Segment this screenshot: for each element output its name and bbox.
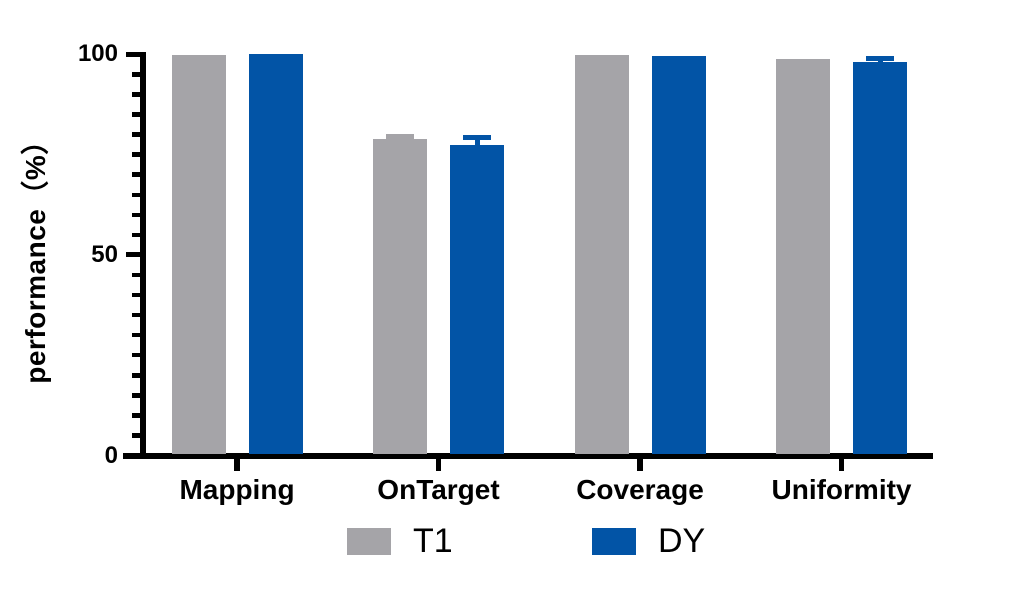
y-tick-label: 0 <box>104 441 118 469</box>
bar-t1-uniformity <box>776 58 830 454</box>
y-tick-label: 100 <box>77 40 118 68</box>
y-minor-tick <box>131 232 141 238</box>
legend-label-dy: DY <box>658 522 706 560</box>
y-minor-tick <box>131 312 141 318</box>
y-minor-tick <box>131 132 141 137</box>
y-minor-tick <box>131 433 141 438</box>
y-minor-tick <box>131 152 141 157</box>
y-minor-tick <box>131 72 141 77</box>
error-bar-cap-t1-ontarget <box>386 134 414 140</box>
error-bar-cap-dy-ontarget <box>463 134 491 140</box>
y-minor-tick <box>131 172 141 177</box>
legend-swatch-dy <box>592 527 636 555</box>
x-category-tick <box>435 458 442 471</box>
legend-label-t1: T1 <box>413 522 453 560</box>
error-bar-cap-dy-uniformity <box>866 55 894 61</box>
y-axis-line <box>140 51 146 459</box>
bar-t1-mapping <box>171 54 226 454</box>
y-minor-tick <box>131 373 141 378</box>
bar-dy-mapping <box>248 54 303 454</box>
y-major-tick <box>126 252 141 258</box>
y-minor-tick <box>131 352 141 358</box>
bar-dy-coverage <box>651 55 706 454</box>
x-category-label: Coverage <box>576 474 704 505</box>
x-category-tick <box>637 458 643 471</box>
legend-item-dy: DY <box>592 522 706 560</box>
y-tick-label: 50 <box>91 240 118 268</box>
y-minor-tick <box>131 192 141 198</box>
x-category-label: Uniformity <box>771 474 912 505</box>
y-minor-tick <box>131 413 141 418</box>
y-minor-tick <box>131 332 141 338</box>
y-major-tick <box>126 51 141 57</box>
y-minor-tick <box>131 212 141 218</box>
legend-swatch-t1 <box>347 527 391 555</box>
bar-dy-uniformity <box>853 61 907 454</box>
x-axis-line <box>123 453 933 459</box>
y-minor-tick <box>131 112 141 117</box>
y-minor-tick <box>131 292 141 298</box>
y-minor-tick <box>131 393 141 398</box>
x-category-label: Mapping <box>179 474 295 505</box>
x-category-tick <box>838 458 845 471</box>
x-category-label: OnTarget <box>377 474 500 505</box>
y-minor-tick <box>131 92 141 97</box>
bar-dy-ontarget <box>450 144 504 454</box>
x-category-tick <box>234 458 240 471</box>
legend-item-t1: T1 <box>347 522 453 560</box>
bar-t1-coverage <box>574 54 629 454</box>
y-minor-tick <box>131 272 141 278</box>
bar-t1-ontarget <box>373 138 427 454</box>
